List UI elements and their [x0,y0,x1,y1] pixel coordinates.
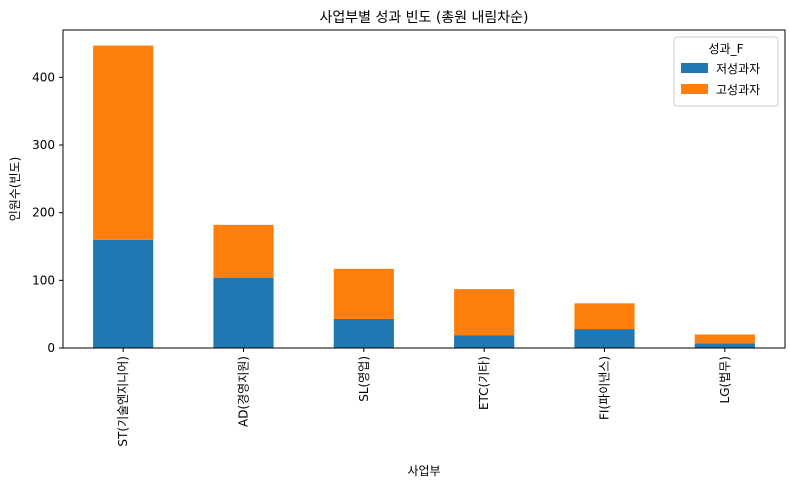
y-tick-label: 100 [32,273,55,287]
x-tick-label: LG(법무) [718,356,732,403]
x-tick-label: ETC(기타) [477,356,491,410]
bar-low-5 [694,343,755,348]
y-tick-label: 200 [32,206,55,220]
x-axis-label: 사업부 [407,464,440,478]
y-tick-label: 0 [47,341,55,355]
legend-title: 성과_F [709,42,744,56]
plot-area: 0 100 200 300 400 ST(기술엔지니어) AD(경영지원) SL(영업) ET… [32,29,786,447]
y-tick-label: 300 [32,138,55,152]
legend-swatch-1 [681,84,708,94]
bar-high-3 [454,289,515,336]
legend-label-1: 고성과자 [716,83,760,97]
bar-high-2 [333,268,394,319]
y-axis-label: 인원수(빈도) [8,157,22,222]
bar-high-1 [213,224,274,278]
legend-label-0: 저성과자 [716,62,760,76]
bar-high-5 [694,334,755,344]
chart-title: 사업부별 성과 빈도 (총원 내림차순) [319,10,528,26]
y-tick-label: 400 [32,70,55,84]
bar-low-1 [213,277,274,348]
bar-high-4 [574,303,635,330]
bar-low-3 [454,335,515,348]
legend-swatch-0 [681,63,708,73]
x-axis: ST(기술엔지니어) AD(경영지원) SL(영업) ETC(기타) FI(파이낸스) L… [116,348,732,447]
bar-low-4 [574,329,635,348]
x-tick-label: SL(영업) [357,356,371,402]
y-axis: 0 100 200 300 400 [32,70,63,355]
plot-frame [62,29,786,349]
bars-group [93,45,755,348]
x-tick-label: FI(파이낸스) [598,356,612,420]
bar-low-2 [333,318,394,348]
x-tick-label: ST(기술엔지니어) [116,356,130,447]
x-tick-label: AD(경영지원) [237,356,251,427]
bar-high-0 [93,45,154,240]
bar-low-0 [93,239,154,348]
